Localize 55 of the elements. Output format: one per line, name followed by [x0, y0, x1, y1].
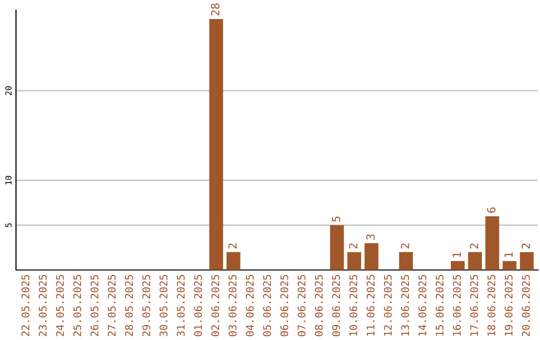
bar: [485, 216, 500, 270]
x-tick-label: 11.06.2025: [366, 275, 375, 336]
x-tick-label: 31.05.2025: [176, 275, 185, 336]
x-tick-label: 23.05.2025: [38, 275, 47, 336]
bar: [450, 261, 465, 270]
data-label: 2: [522, 244, 530, 248]
x-tick-label: 13.06.2025: [401, 275, 410, 336]
x-tick-label: 25.05.2025: [73, 275, 82, 336]
bar: [399, 252, 413, 270]
data-label: 2: [228, 244, 237, 248]
bar: [520, 252, 534, 270]
x-tick-label: 06.06.2025: [280, 275, 288, 336]
x-tick-label: 01.06.2025: [194, 275, 202, 336]
x-tick-label: 09.06.2025: [332, 275, 340, 336]
x-tick-label: 20.06.2025: [522, 275, 530, 336]
x-tick-label: 15.06.2025: [436, 275, 444, 336]
bar: [226, 252, 240, 270]
bar: [364, 243, 378, 270]
x-tick-label: 12.06.2025: [384, 275, 392, 336]
x-tick-label: 17.06.2025: [470, 275, 478, 336]
x-tick-label: 16.06.2025: [452, 275, 461, 336]
bar: [209, 18, 224, 270]
data-label: 5: [332, 216, 340, 222]
data-label: 2: [349, 244, 358, 248]
x-tick-label: 29.05.2025: [142, 275, 150, 336]
x-tick-label: 24.05.2025: [56, 275, 64, 336]
bar: [468, 252, 482, 270]
y-tick-label: 5: [5, 223, 12, 228]
data-label: 1: [452, 252, 461, 257]
y-tick-label: 20: [5, 86, 12, 96]
x-tick-label: 27.05.2025: [108, 275, 116, 336]
data-label: 3: [366, 234, 375, 240]
x-tick-label: 30.05.2025: [160, 275, 168, 336]
data-label: 2: [400, 244, 410, 248]
x-tick-label: 26.05.2025: [90, 275, 98, 336]
bar: [330, 225, 344, 270]
x-tick-label: 04.06.2025: [246, 275, 254, 336]
x-tick-label: 02.06.2025: [211, 275, 220, 336]
data-label: 28: [211, 4, 220, 16]
y-tick-label: 10: [5, 176, 12, 184]
x-tick-label: 19.06.2025: [504, 275, 513, 336]
data-label: 6: [487, 207, 496, 213]
x-tick-label: 10.06.2025: [349, 275, 358, 336]
x-tick-label: 18.06.2025: [487, 275, 496, 336]
bar: [502, 261, 516, 270]
x-tick-label: 28.05.2025: [125, 275, 133, 336]
x-tick-label: 22.05.2025: [22, 275, 30, 336]
data-label: 1: [504, 252, 513, 257]
x-tick-label: 05.06.2025: [263, 275, 271, 336]
data-label: 2: [470, 244, 478, 248]
x-tick-label: 03.06.2025: [228, 275, 236, 336]
bar: [347, 252, 362, 270]
x-tick-label: 08.06.2025: [314, 275, 323, 336]
x-tick-label: 14.06.2025: [418, 275, 426, 336]
x-tick-label: 07.06.2025: [298, 275, 306, 336]
